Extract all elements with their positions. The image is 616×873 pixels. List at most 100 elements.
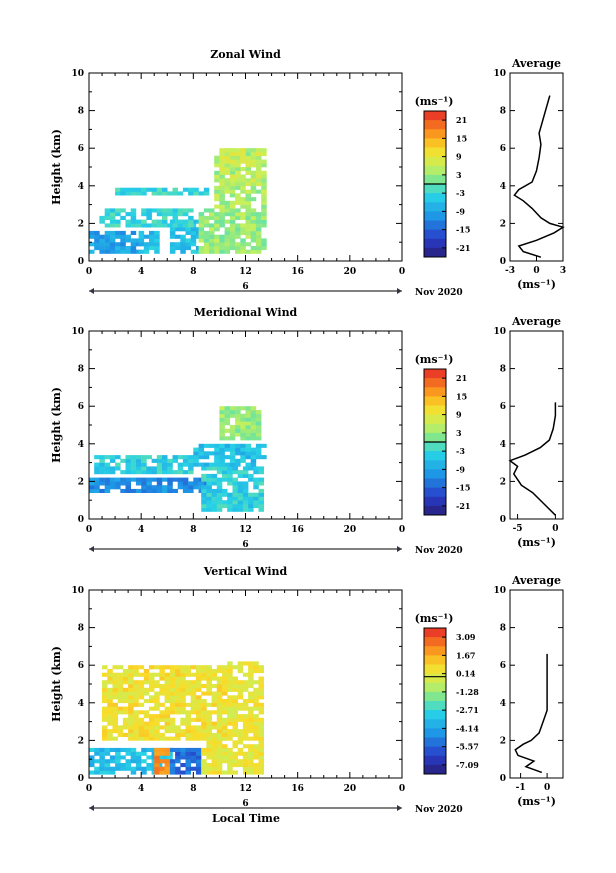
heat-cell: [222, 684, 228, 689]
colorbar-band: [424, 682, 446, 693]
heat-cell: [222, 687, 228, 692]
heat-cell: [253, 706, 259, 711]
heat-cell: [104, 230, 111, 235]
heat-cell: [172, 223, 178, 228]
heat-cell: [133, 695, 139, 700]
heat-cell: [235, 178, 241, 183]
heat-cell: [261, 152, 267, 157]
y-tick-label: 6: [78, 144, 84, 154]
date-bar-right-arrow: [397, 805, 402, 811]
heat-cell: [240, 178, 246, 183]
heat-cell: [219, 185, 225, 190]
heat-cell: [182, 219, 189, 224]
heat-cell: [216, 729, 223, 734]
heat-cell: [151, 485, 158, 490]
heat-cell: [248, 747, 254, 752]
heat-cell: [135, 763, 142, 768]
heat-cell: [135, 488, 142, 493]
heat-cell: [185, 714, 191, 719]
heat-cell: [94, 481, 100, 486]
heat-cell: [216, 759, 223, 764]
heat-cell: [253, 714, 259, 719]
heat-cell: [222, 702, 228, 707]
heat-cell: [206, 485, 212, 490]
colorbar-tick-label: 9: [456, 410, 462, 420]
heat-cell: [227, 496, 233, 501]
heat-cell: [258, 744, 264, 749]
heat-cell: [104, 747, 111, 752]
heat-cell: [219, 436, 225, 441]
heat-cell: [177, 481, 184, 486]
heat-cell: [258, 740, 264, 745]
heat-cell: [175, 736, 181, 741]
heat-cell: [177, 470, 184, 475]
heat-cell: [128, 665, 134, 670]
heat-cell: [261, 200, 267, 205]
heat-cell: [120, 238, 126, 243]
heat-cell: [250, 462, 257, 467]
heat-cell: [159, 766, 165, 771]
heat-cell: [112, 672, 118, 677]
heat-cell: [219, 238, 225, 243]
heat-cell: [250, 447, 257, 452]
heat-cell: [190, 759, 197, 764]
heat-cell: [229, 182, 236, 187]
heat-cell: [211, 669, 218, 674]
heat-cell: [201, 466, 207, 471]
heat-cell: [104, 246, 111, 251]
heat-cell: [167, 755, 173, 760]
heat-cell: [206, 488, 212, 493]
heat-cell: [237, 751, 244, 756]
heat-cell: [107, 714, 113, 719]
heat-cell: [235, 249, 241, 254]
heat-cell: [151, 191, 158, 196]
heat-cell: [180, 706, 186, 711]
heat-cell: [133, 732, 139, 737]
heat-cell: [198, 451, 205, 456]
heat-cell: [235, 200, 241, 205]
heat-cell: [219, 249, 225, 254]
heat-cell: [104, 215, 111, 220]
heat-cell: [250, 246, 257, 251]
heat-cell: [125, 470, 131, 475]
heat-cell: [198, 455, 205, 460]
heat-cell: [216, 665, 223, 670]
heat-cell: [240, 174, 246, 179]
heat-cell: [180, 665, 186, 670]
heat-cell: [130, 466, 137, 471]
heat-cell: [109, 766, 116, 771]
heat-cell: [154, 230, 160, 235]
heat-cell: [138, 684, 145, 689]
heat-cell: [107, 729, 113, 734]
heat-cell: [107, 669, 113, 674]
heat-cell: [177, 466, 184, 471]
heat-cell: [162, 477, 168, 482]
heat-cell: [115, 242, 121, 247]
heat-cell: [227, 759, 233, 764]
heat-cell: [209, 249, 215, 254]
x-tick-label: 16: [291, 525, 304, 535]
local-time-label: Local Time: [212, 812, 280, 825]
colorbar-band: [424, 478, 446, 488]
heat-cell: [258, 687, 264, 692]
heat-cell: [164, 763, 171, 768]
heat-cell: [185, 721, 191, 726]
heat-cell: [195, 699, 202, 704]
heat-cell: [180, 246, 186, 251]
heat-cell: [175, 242, 181, 247]
heat-cell: [104, 763, 111, 768]
heat-cell: [255, 455, 262, 460]
heat-cell: [227, 669, 233, 674]
heat-cell: [237, 706, 244, 711]
colorbar-band: [424, 764, 446, 775]
heat-cell: [219, 163, 225, 168]
heat-cell: [203, 219, 210, 224]
heat-cell: [219, 406, 225, 411]
heat-cell: [216, 492, 223, 497]
heat-cell: [112, 691, 118, 696]
heat-cell: [261, 159, 267, 164]
heat-cell: [169, 763, 176, 768]
heat-cell: [255, 174, 262, 179]
heat-cell: [190, 699, 197, 704]
heat-cell: [130, 238, 137, 243]
